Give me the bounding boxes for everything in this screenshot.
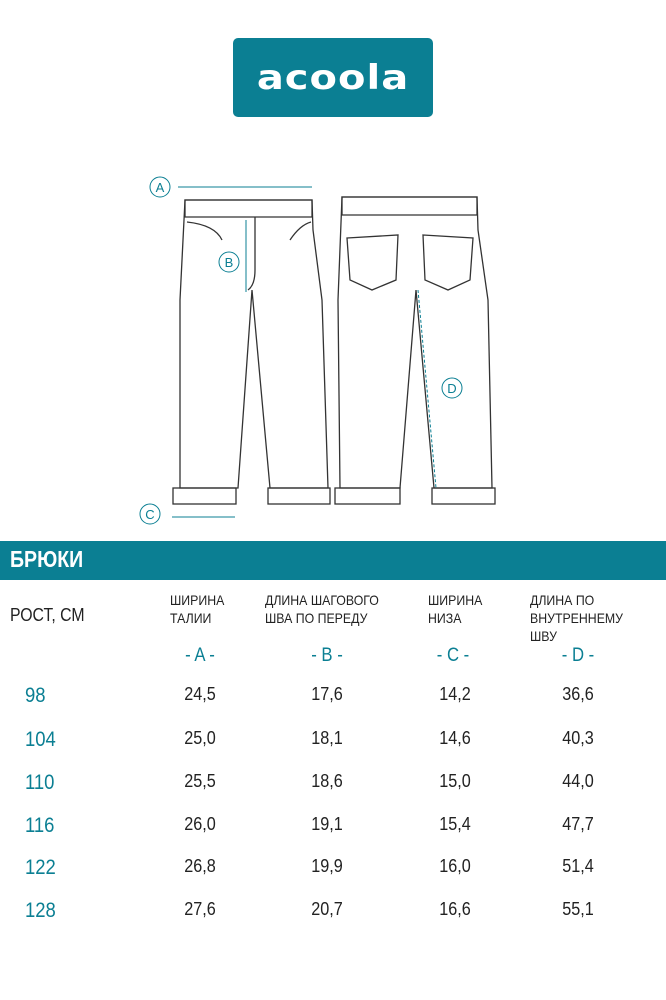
table-cell: 14,2 (439, 684, 471, 704)
table-cell: 27,6 (184, 899, 216, 919)
row-height: 128 (25, 899, 56, 922)
table-cell: 51,4 (562, 856, 594, 876)
pants-diagram: A B C D (139, 176, 496, 525)
label-b: B (225, 255, 234, 270)
column-header-d: ДЛИНА ПО ВНУТРЕННЕМУ ШВУ (530, 592, 624, 644)
table-cell: 25,0 (184, 728, 216, 748)
label-d-circle (441, 377, 463, 399)
table-cell: 15,0 (439, 771, 471, 791)
table-cell: 36,6 (562, 684, 594, 704)
table-cell: 26,0 (184, 814, 216, 834)
column-header-a: ШИРИНА ТАЛИИ (170, 592, 225, 626)
table-cell: 15,4 (439, 814, 471, 834)
column-header-b: ДЛИНА ШАГОВОГО ШВА ПО ПЕРЕДУ (265, 592, 379, 626)
measure-lines (172, 186, 437, 518)
table-row: 122 26,8 19,9 16,0 51,4 (0, 856, 666, 886)
table-cell: 20,7 (311, 899, 343, 919)
label-c: C (145, 507, 154, 522)
table-cell: 26,8 (184, 856, 216, 876)
table-cell: 16,0 (439, 856, 471, 876)
table-cell: 18,6 (311, 771, 343, 791)
table-cell: 47,7 (562, 814, 594, 834)
label-a: A (156, 180, 165, 195)
section-header: БРЮКИ (0, 541, 666, 580)
table-cell: 17,6 (311, 684, 343, 704)
column-letter-c: - C - (436, 645, 470, 666)
back-view (334, 196, 496, 505)
column-letter-d: - D - (561, 645, 595, 666)
table-cell: 19,1 (311, 814, 343, 834)
row-height: 110 (25, 771, 55, 794)
table-row: 110 25,5 18,6 15,0 44,0 (0, 771, 666, 801)
table-cell: 24,5 (184, 684, 216, 704)
label-a-circle (149, 176, 171, 198)
row-header: РОСТ, СМ (10, 605, 85, 625)
row-height: 116 (25, 814, 55, 837)
table-cell: 40,3 (562, 728, 594, 748)
row-height: 122 (25, 856, 56, 879)
table-cell: 19,9 (311, 856, 343, 876)
table-cell: 44,0 (562, 771, 594, 791)
table-row: 128 27,6 20,7 16,6 55,1 (0, 899, 666, 929)
table-cell: 25,5 (184, 771, 216, 791)
label-b-circle (218, 251, 240, 273)
table-cell: 16,6 (439, 899, 471, 919)
table-cell: 18,1 (311, 728, 343, 748)
front-view (172, 199, 331, 505)
label-c-circle (139, 503, 161, 525)
brand-logo: acoola (233, 38, 433, 117)
table-cell: 14,6 (439, 728, 471, 748)
table-cell: 55,1 (562, 899, 594, 919)
table-row: 98 24,5 17,6 14,2 36,6 (0, 684, 666, 714)
table-row: 116 26,0 19,1 15,4 47,7 (0, 814, 666, 844)
column-letter-b: - B - (311, 645, 343, 666)
column-header-c: ШИРИНА НИЗА (428, 592, 483, 626)
label-d: D (447, 381, 456, 396)
row-height: 98 (25, 684, 46, 707)
row-height: 104 (25, 728, 56, 751)
column-letter-a: - A - (185, 645, 215, 666)
table-row: 104 25,0 18,1 14,6 40,3 (0, 728, 666, 758)
